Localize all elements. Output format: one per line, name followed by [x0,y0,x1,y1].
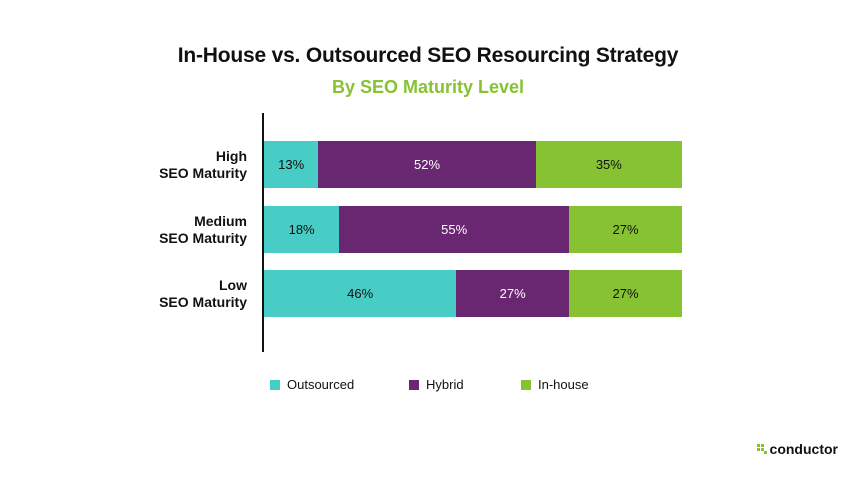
legend-swatch [521,379,531,390]
bar-segment-in-house: 35% [535,141,682,188]
category-label-line: Medium [194,213,247,229]
brand-logo: conductor [756,441,838,457]
data-label: 46% [347,286,374,301]
data-label: 52% [413,157,441,172]
bar-segment-hybrid: 27% [456,270,570,317]
data-label: 27% [499,286,526,301]
legend: Outsourced Hybrid In-house [0,377,856,393]
legend-label: Hybrid [426,377,464,392]
chart-title: In-House vs. Outsourced SEO Resourcing S… [177,44,679,67]
legend-label: Outsourced [287,377,355,392]
legend-item: Hybrid [409,377,464,392]
bar-row: 13% 52% 35% [264,141,682,188]
category-label: Low SEO Maturity [100,277,247,311]
bar-row: 46% 27% 27% [264,270,682,317]
bar-segment-hybrid: 52% [318,141,536,188]
data-label: 13% [278,157,305,172]
data-label: 55% [441,222,468,237]
category-label-line: Low [219,277,247,293]
data-label: 18% [288,222,315,237]
conductor-logo-icon [756,444,767,454]
chart-subtitle: By SEO Maturity Level [331,77,525,97]
category-label-line: SEO Maturity [159,294,247,310]
data-label: 27% [612,286,639,301]
data-label: 27% [612,222,639,237]
category-label-line: SEO Maturity [159,230,247,246]
bar-segment-in-house: 27% [569,206,682,253]
data-label: 35% [595,157,622,172]
bar-segment-outsourced: 46% [264,270,457,317]
category-label: High SEO Maturity [100,148,247,182]
category-label-line: High [215,148,247,164]
bar-segment-in-house: 27% [569,270,682,317]
brand-name: conductor [769,441,838,457]
y-axis-line [262,113,264,352]
legend-item: In-house [521,377,589,392]
category-label-line: SEO Maturity [159,165,247,181]
legend-label: In-house [538,377,589,392]
legend-item: Outsourced [270,377,354,392]
bar-segment-hybrid: 55% [339,206,570,253]
legend-swatch [270,379,280,390]
bar-segment-outsourced: 13% [264,141,319,188]
category-label: Medium SEO Maturity [100,213,247,247]
bar-row: 18% 55% 27% [264,206,682,253]
bar-segment-outsourced: 18% [264,206,340,253]
legend-swatch [409,379,419,390]
